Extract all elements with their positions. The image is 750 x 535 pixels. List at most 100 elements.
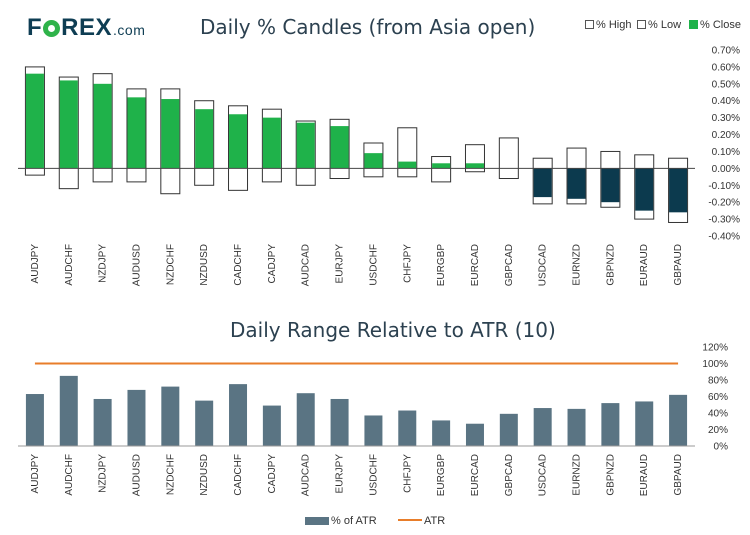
- x-tick-label: AUDCAD: [301, 454, 312, 496]
- x-tick-label: GBPCAD: [504, 244, 515, 286]
- atr-bar: [635, 401, 654, 446]
- y-tick-label: 0.20%: [712, 130, 740, 141]
- atr-bar: [262, 405, 281, 446]
- y-tick-label: 0.60%: [712, 62, 740, 73]
- candle-body: [601, 168, 620, 203]
- candle-body: [229, 114, 248, 169]
- x-tick-label: AUDCHF: [64, 244, 75, 286]
- x-tick-label: EURGBP: [436, 244, 447, 287]
- atr-bar: [533, 408, 552, 446]
- x-tick-label: USDCHF: [368, 454, 379, 496]
- legend-close: % Close: [689, 19, 741, 31]
- legend-atr-pct: % of ATR: [305, 515, 377, 527]
- x-tick-label: AUDJPY: [30, 244, 41, 284]
- y-tick-label: 0.10%: [712, 147, 740, 158]
- candle-body: [296, 122, 315, 169]
- legend-close-swatch: [689, 20, 698, 29]
- x-tick-label: CADJPY: [267, 244, 278, 284]
- legend-atr: ATR: [398, 515, 445, 527]
- candles-chart: 0.70% 0.60% 0.50% 0.40% 0.30% 0.20% 0.10% 0.00%…: [18, 46, 740, 287]
- atr-bar: [432, 420, 451, 446]
- atr-bar: [669, 394, 688, 446]
- atr-bar: [567, 408, 586, 446]
- x-tick-label: CADCHF: [233, 454, 244, 496]
- atr-chart-title: Daily Range Relative to ATR (10): [230, 318, 556, 342]
- candle-body: [533, 168, 552, 198]
- y-tick-label: 0.70%: [712, 46, 740, 57]
- legend-low: % Low: [637, 19, 681, 31]
- x-tick-label: EURGBP: [436, 454, 447, 497]
- x-tick-label: NZDJPY: [98, 244, 109, 283]
- y-tick-label: -0.10%: [708, 181, 740, 192]
- x-tick-label: GBPAUD: [673, 454, 684, 496]
- x-tick-label: GBPCAD: [504, 454, 515, 496]
- candle-body: [25, 73, 44, 169]
- candle-body: [262, 117, 281, 169]
- atr-bar: [296, 393, 315, 446]
- y-tick-label: 0.30%: [712, 113, 740, 124]
- y-tick-label: -0.20%: [708, 198, 740, 209]
- x-tick-label: EURCAD: [470, 244, 481, 286]
- atr-bar: [127, 389, 146, 446]
- x-tick-label: EURJPY: [335, 454, 346, 494]
- forex-logo: F REX.com: [27, 14, 146, 41]
- candle-body: [432, 163, 451, 169]
- x-tick-label: EURAUD: [639, 244, 650, 286]
- y-tick-label: 80%: [708, 376, 728, 387]
- y-tick-label: 0%: [714, 442, 729, 453]
- legend-atr-line: [398, 519, 422, 521]
- legend-low-swatch: [637, 20, 646, 29]
- y-tick-label: 120%: [702, 343, 728, 354]
- y-tick-label: -0.40%: [708, 232, 740, 243]
- candles-chart-title: Daily % Candles (from Asia open): [200, 15, 536, 39]
- x-tick-label: AUDUSD: [131, 244, 142, 286]
- x-tick-label: CHFJPY: [402, 244, 413, 283]
- candle-body: [635, 168, 654, 211]
- candle-body: [161, 99, 180, 169]
- x-tick-label: NZDCHF: [165, 244, 176, 285]
- x-tick-label: EURNZD: [572, 244, 583, 286]
- x-tick-label: EURCAD: [470, 454, 481, 496]
- candle-body: [93, 83, 112, 169]
- x-tick-label: NZDJPY: [98, 454, 109, 493]
- candle-body: [567, 168, 586, 199]
- atr-bar: [93, 398, 112, 446]
- y-tick-label: 40%: [708, 409, 728, 420]
- candle-body: [330, 126, 349, 169]
- y-tick-label: 20%: [708, 425, 728, 436]
- legend-high-swatch: [585, 20, 594, 29]
- atr-bar: [59, 375, 78, 446]
- x-tick-label: AUDUSD: [131, 454, 142, 496]
- x-tick-label: EURNZD: [572, 454, 583, 496]
- candle-body: [465, 163, 484, 169]
- x-tick-label: AUDJPY: [30, 454, 41, 494]
- atr-bar: [330, 398, 349, 446]
- x-tick-label: USDCAD: [538, 454, 549, 496]
- y-tick-label: 60%: [708, 392, 728, 403]
- x-tick-label: AUDCAD: [301, 244, 312, 286]
- atr-bar: [195, 400, 214, 446]
- candle-body: [195, 109, 214, 169]
- atr-bar: [499, 413, 518, 446]
- y-tick-label: 0.00%: [712, 164, 740, 175]
- x-tick-label: USDCAD: [538, 244, 549, 286]
- atr-bar: [161, 386, 180, 446]
- candle-body: [398, 161, 417, 169]
- candle-range: [431, 156, 452, 183]
- x-tick-label: AUDCHF: [64, 454, 75, 496]
- legend-atr-pct-swatch: [305, 517, 329, 525]
- atr-bar: [601, 403, 620, 446]
- x-tick-label: NZDCHF: [165, 454, 176, 495]
- x-tick-label: CADCHF: [233, 244, 244, 286]
- x-tick-label: CHFJPY: [402, 454, 413, 493]
- atr-bar: [25, 394, 44, 446]
- legend-high: % High: [585, 19, 631, 31]
- x-tick-label: EURAUD: [639, 454, 650, 496]
- atr-bar: [465, 423, 484, 446]
- x-tick-label: GBPAUD: [673, 244, 684, 286]
- candle-body: [364, 153, 383, 169]
- atr-bar: [364, 415, 383, 446]
- y-tick-label: 0.50%: [712, 79, 740, 90]
- y-tick-label: -0.30%: [708, 215, 740, 226]
